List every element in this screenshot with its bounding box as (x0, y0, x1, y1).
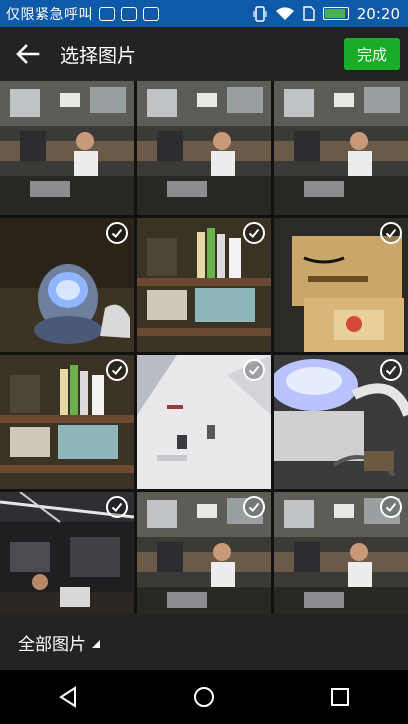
notification-icons (99, 6, 159, 21)
triangle-back-icon (59, 686, 76, 708)
checkmark-icon (385, 365, 397, 375)
wifi-icon (275, 6, 294, 20)
photo-thumbnail[interactable] (0, 492, 134, 614)
checkmark-icon (385, 502, 397, 512)
photo-thumbnail[interactable] (137, 218, 271, 352)
select-checkbox[interactable] (106, 222, 128, 244)
folder-selector[interactable]: 全部图片 (18, 630, 100, 655)
notification-icon (143, 6, 159, 21)
photo-image (0, 355, 134, 489)
photo-thumbnail[interactable] (137, 81, 271, 215)
photo-image (274, 492, 408, 614)
checkmark-icon (111, 228, 123, 238)
clock: 20:20 (356, 4, 400, 23)
checkmark-icon (248, 228, 260, 238)
select-checkbox[interactable] (243, 496, 265, 518)
app-header: 选择图片 完成 (0, 27, 408, 81)
photo-thumbnail[interactable] (0, 355, 134, 489)
square-recents-icon (331, 688, 349, 706)
navigation-bar (0, 670, 408, 724)
photo-image (0, 81, 134, 215)
photo-thumbnail[interactable] (0, 218, 134, 352)
checkmark-icon (111, 502, 123, 512)
photo-grid (0, 81, 408, 614)
photo-image (274, 81, 408, 215)
nav-recents-button[interactable] (310, 670, 370, 724)
photo-thumbnail[interactable] (274, 81, 408, 215)
done-button[interactable]: 完成 (344, 38, 400, 70)
battery-icon (322, 7, 349, 20)
select-checkbox[interactable] (106, 359, 128, 381)
status-bar: 仅限紧急呼叫 20:20 (0, 0, 408, 27)
bottom-bar: 全部图片 (0, 614, 408, 670)
notification-icon (121, 6, 137, 21)
photo-thumbnail[interactable] (274, 218, 408, 352)
page-title: 选择图片 (60, 44, 137, 67)
checkmark-icon (385, 228, 397, 238)
photo-image (137, 81, 271, 215)
select-checkbox[interactable] (243, 222, 265, 244)
select-checkbox[interactable] (380, 222, 402, 244)
photo-thumbnail[interactable] (0, 81, 134, 215)
photo-image (274, 355, 408, 489)
photo-thumbnail[interactable] (137, 492, 271, 614)
checkmark-icon (111, 365, 123, 375)
arrow-left-icon (16, 44, 40, 64)
nav-back-button[interactable] (38, 670, 98, 724)
checkmark-icon (248, 502, 260, 512)
photo-thumbnail[interactable] (137, 355, 271, 489)
dropdown-triangle-icon (92, 640, 100, 648)
notification-icon (99, 6, 115, 21)
select-checkbox[interactable] (380, 359, 402, 381)
checkmark-icon (248, 365, 260, 375)
carrier-text: 仅限紧急呼叫 (6, 6, 93, 23)
select-checkbox[interactable] (243, 359, 265, 381)
sim-icon (303, 6, 315, 21)
select-checkbox[interactable] (380, 496, 402, 518)
vibrate-icon (253, 5, 267, 22)
photo-thumbnail[interactable] (274, 355, 408, 489)
folder-label: 全部图片 (18, 634, 86, 655)
photo-thumbnail[interactable] (274, 492, 408, 614)
nav-home-button[interactable] (174, 670, 234, 724)
select-checkbox[interactable] (106, 496, 128, 518)
photo-image (274, 218, 408, 352)
circle-home-icon (194, 687, 214, 707)
back-button[interactable] (0, 27, 56, 81)
